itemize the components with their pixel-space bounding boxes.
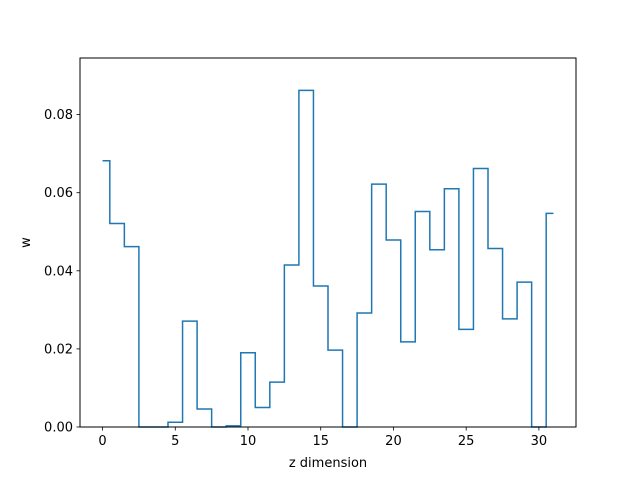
x-tick-label: 25	[458, 434, 475, 449]
x-tick-label: 20	[385, 434, 402, 449]
y-tick-label: 0.04	[44, 264, 73, 279]
y-tick-label: 0.02	[44, 342, 73, 357]
series-step-line	[102, 89, 554, 428]
x-axis-label: z dimension	[289, 456, 367, 471]
x-tick-label: 30	[531, 434, 548, 449]
x-tick-label: 0	[98, 434, 106, 449]
y-tick-label: 0.08	[44, 108, 73, 123]
axes-frame	[79, 57, 577, 428]
y-tick-label: 0.06	[44, 186, 73, 201]
x-tick-label: 5	[171, 434, 179, 449]
x-tick-label: 10	[240, 434, 257, 449]
y-tick-label: 0.00	[44, 421, 73, 436]
y-axis-label: w	[19, 237, 34, 248]
axis-ticks: 0 5 10 15 20 25 30 0.00 0.02 0.04 0.06 0.08	[44, 108, 547, 449]
plot-area	[102, 89, 554, 428]
x-tick-label: 15	[312, 434, 329, 449]
